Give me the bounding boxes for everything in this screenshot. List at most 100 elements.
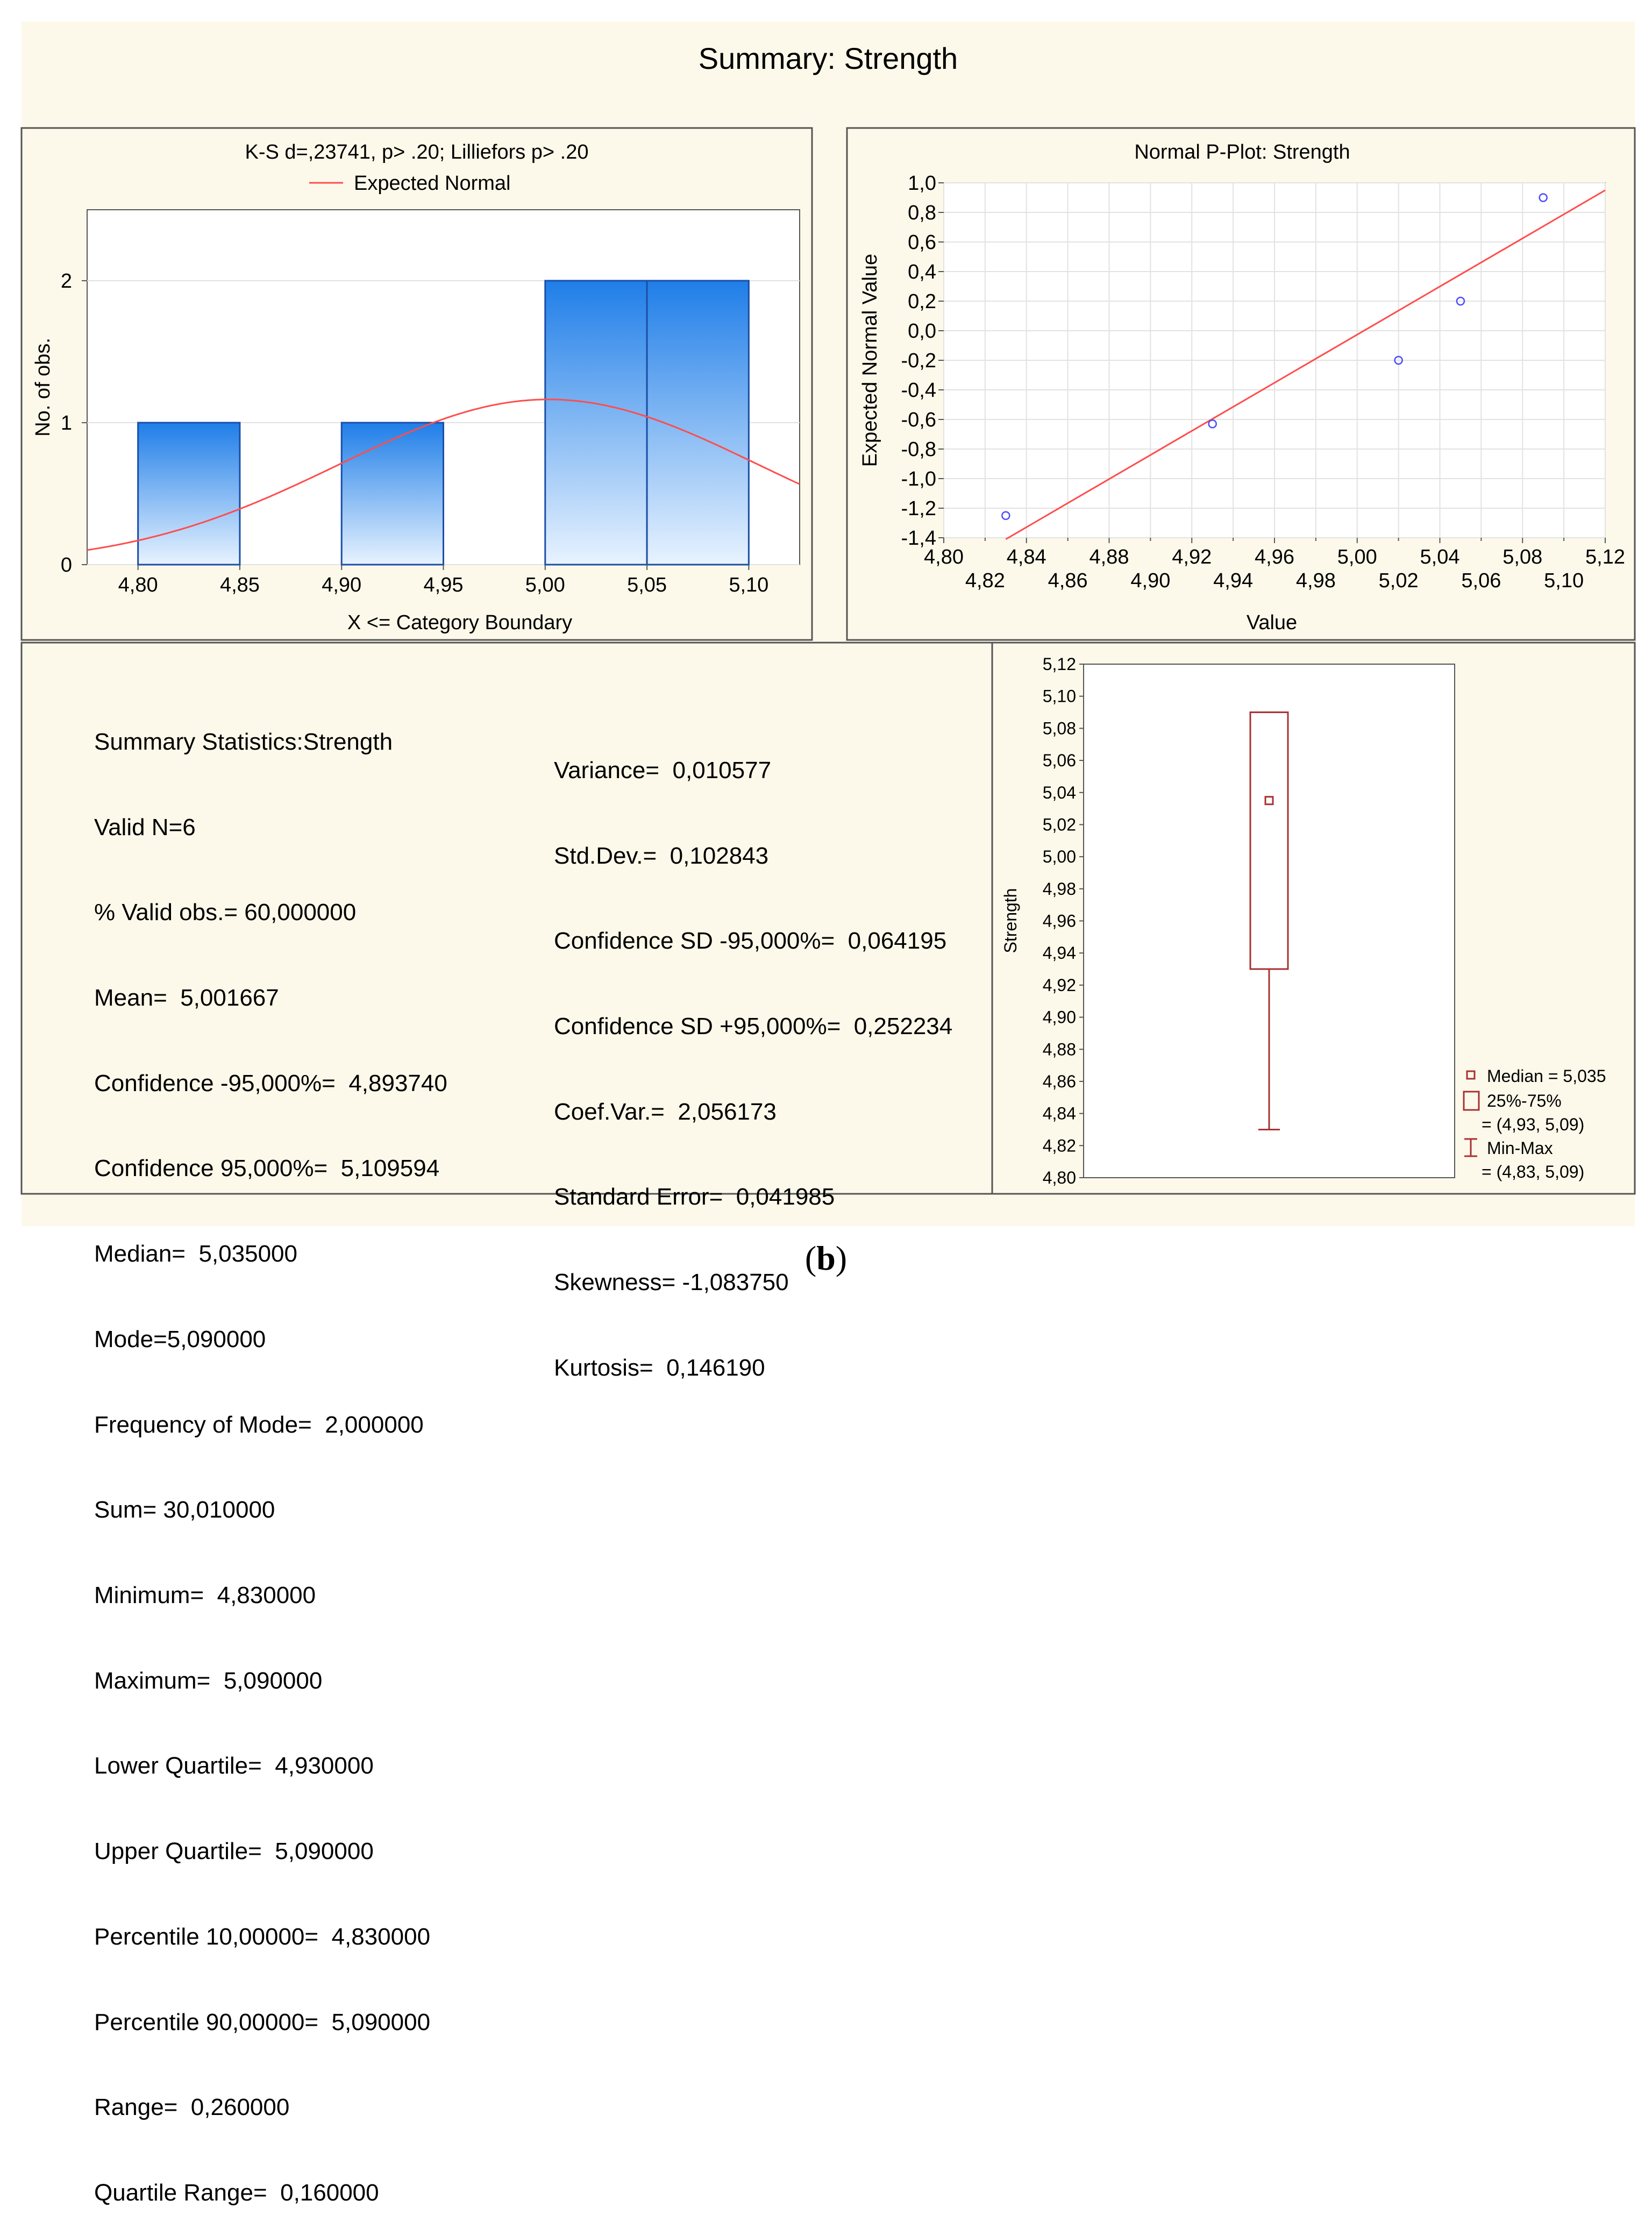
pplot-y-tick-label: -1,0 <box>901 468 936 490</box>
histogram-x-tick-label: 4,95 <box>424 574 464 596</box>
stats-line: Kurtosis= 0,146190 <box>554 1354 765 1381</box>
boxplot-y-tick-label: 4,94 <box>1043 943 1076 963</box>
pplot-data-point <box>1208 419 1217 429</box>
boxplot-y-tick-label: 4,98 <box>1043 879 1076 899</box>
median-legend-label: Median = 5,035 <box>1487 1066 1606 1086</box>
boxplot-y-tick-label: 4,80 <box>1043 1168 1076 1187</box>
histogram-bar <box>137 422 241 566</box>
pplot-x-tick-label: 5,06 <box>1461 569 1501 592</box>
boxplot-y-tick-label: 5,02 <box>1043 815 1076 834</box>
boxplot-y-tick-label: 4,88 <box>1043 1039 1076 1059</box>
expected-normal-curve <box>87 398 800 551</box>
stats-line: Coef.Var.= 2,056173 <box>554 1098 777 1125</box>
pplot-x-tick-label: 4,92 <box>1172 546 1212 568</box>
pplot-y-tick-label: 0,0 <box>908 320 936 343</box>
histogram-chart: K-S d=,23741, p> .20; Lilliefors p> .20 … <box>32 141 800 634</box>
boxplot-panel-frame <box>991 642 1636 1195</box>
pplot-x-axis-label: Value <box>1247 611 1297 634</box>
pplot-title: Normal P-Plot: Strength <box>1134 141 1350 163</box>
minmax-legend-icon <box>1464 1138 1477 1157</box>
histogram-title: K-S d=,23741, p> .20; Lilliefors p> .20 <box>245 141 588 163</box>
boxplot-median-marker <box>1264 796 1274 806</box>
boxplot-y-tick-label: 5,08 <box>1043 718 1076 738</box>
pplot-y-tick-label: 0,4 <box>908 261 936 283</box>
stats-line: Confidence -95,000%= 4,893740 <box>94 1070 447 1096</box>
pplot-x-tick-label: 4,82 <box>965 569 1005 592</box>
pplot-x-tick-label: 4,90 <box>1130 569 1170 592</box>
figure-caption: (b) <box>804 1239 848 1277</box>
stats-line: Standard Error= 0,041985 <box>554 1184 835 1210</box>
boxplot-y-tick-label: 5,04 <box>1043 783 1076 802</box>
pplot-y-tick-label: -0,8 <box>901 438 936 461</box>
histogram-x-tick-label: 5,05 <box>627 574 667 596</box>
pplot-y-axis-label: Expected Normal Value <box>859 254 881 467</box>
boxplot-y-axis-label: Strength <box>1001 888 1020 953</box>
pplot-y-tick-label: -0,6 <box>901 409 936 431</box>
pplot-y-tick-label: 0,8 <box>908 202 936 224</box>
stats-right-column: Variance= 0,010577 Std.Dev.= 0,102843 Co… <box>554 700 952 1411</box>
pplot-x-tick-label: 4,88 <box>1090 546 1129 568</box>
pplot-x-tick-label: 4,96 <box>1255 546 1294 568</box>
stats-line: Confidence SD -95,000%= 0,064195 <box>554 928 947 955</box>
stats-line: Frequency of Mode= 2,000000 <box>94 1411 424 1438</box>
stats-line: % Valid obs.= 60,000000 <box>94 899 357 926</box>
quartile-legend-label: 25%-75% <box>1487 1091 1562 1110</box>
boxplot-y-tick-label: 4,92 <box>1043 975 1076 995</box>
median-legend-icon <box>1466 1070 1476 1080</box>
pplot-reference-line <box>1005 189 1606 540</box>
stats-left-column: Summary Statistics:Strength Valid N=6 % … <box>94 671 447 2236</box>
boxplot-quartile-box <box>1249 711 1289 970</box>
pplot-y-tick-label: 0,2 <box>908 290 936 313</box>
histogram-panel-frame <box>20 127 813 641</box>
stats-line: Percentile 10,00000= 4,830000 <box>94 1923 431 1950</box>
histogram-x-tick-label: 4,90 <box>322 574 361 596</box>
pplot-x-tick-label: 4,94 <box>1213 569 1253 592</box>
histogram-bar <box>340 422 445 566</box>
histogram-bar <box>544 280 648 566</box>
boxplot-y-tick-label: 4,86 <box>1043 1072 1076 1091</box>
boxplot-y-tick-label: 5,12 <box>1043 654 1076 674</box>
pplot-x-tick-label: 4,84 <box>1007 546 1046 568</box>
stats-line: Median= 5,035000 <box>94 1241 297 1267</box>
pplot-y-tick-label: -0,2 <box>901 350 936 372</box>
summary-figure: Summary: Strength K-S d=,23741, p> .20; … <box>20 22 1636 1226</box>
quartile-legend-icon <box>1463 1091 1480 1111</box>
stats-line: Confidence SD +95,000%= 0,252234 <box>554 1013 953 1039</box>
boxplot-y-tick-label: 4,84 <box>1043 1104 1076 1123</box>
figure-title: Summary: Strength <box>699 41 958 75</box>
pplot-data-point <box>1539 193 1548 202</box>
caption-letter: b <box>816 1239 836 1277</box>
pplot-y-tick-label: 0,6 <box>908 231 936 254</box>
stats-line: Mean= 5,001667 <box>94 984 279 1011</box>
stats-line: Sum= 30,010000 <box>94 1497 275 1523</box>
stats-line: Skewness= -1,083750 <box>554 1269 789 1296</box>
stats-line: Variance= 0,010577 <box>554 757 772 784</box>
quartile-legend-range: = (4,93, 5,09) <box>1482 1115 1584 1134</box>
stats-line: Upper Quartile= 5,090000 <box>94 1838 374 1865</box>
histogram-x-tick-label: 4,80 <box>118 574 158 596</box>
minmax-legend-range: = (4,83, 5,09) <box>1482 1162 1584 1181</box>
histogram-x-tick-label: 5,00 <box>525 574 565 596</box>
pplot-y-tick-label: -1,4 <box>901 527 936 550</box>
boxplot-y-tick-label: 5,00 <box>1043 847 1076 866</box>
histogram-legend-label: Expected Normal <box>354 172 510 195</box>
pplot-y-tick-label: -0,4 <box>901 379 936 402</box>
stats-line: Mode=5,090000 <box>94 1326 266 1352</box>
boxplot-y-tick-label: 5,10 <box>1043 687 1076 706</box>
pplot-x-tick-label: 5,12 <box>1585 546 1625 568</box>
minmax-legend-label: Min-Max <box>1487 1138 1553 1158</box>
pplot-data-point <box>1456 296 1465 306</box>
stats-heading: Summary Statistics:Strength <box>94 728 393 755</box>
histogram-y-tick-label: 2 <box>61 270 72 293</box>
histogram-x-tick-label: 5,10 <box>729 574 768 596</box>
stats-line: Lower Quartile= 4,930000 <box>94 1753 374 1779</box>
pplot-x-tick-label: 4,80 <box>924 546 964 568</box>
stats-line: Maximum= 5,090000 <box>94 1667 323 1694</box>
pplot-x-tick-label: 5,02 <box>1379 569 1419 592</box>
stats-line: Confidence 95,000%= 5,109594 <box>94 1155 440 1182</box>
boxplot-y-tick-label: 5,06 <box>1043 751 1076 770</box>
stats-line: Quartile Range= 0,160000 <box>94 2180 379 2206</box>
boxplot-y-tick-label: 4,96 <box>1043 912 1076 931</box>
pplot-x-tick-label: 5,10 <box>1544 569 1584 592</box>
stats-line: Std.Dev.= 0,102843 <box>554 842 769 869</box>
